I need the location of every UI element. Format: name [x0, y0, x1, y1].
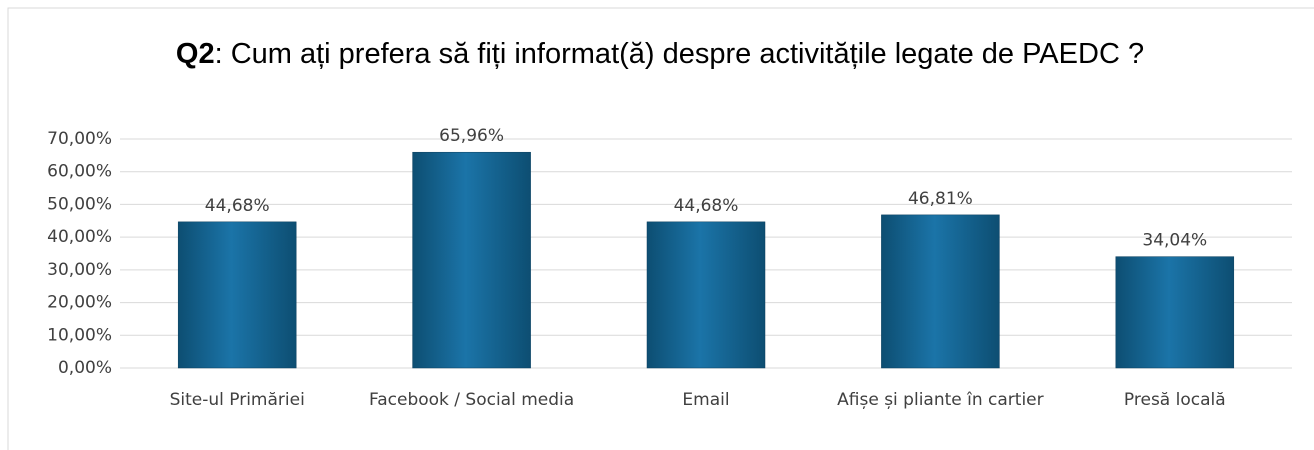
- bar: [646, 221, 766, 369]
- y-tick-label: 70,00%: [47, 129, 112, 149]
- x-tick-label: Site-ul Primăriei: [169, 390, 305, 410]
- title-text: : Cum ați prefera să fiți informat(ă) de…: [214, 38, 1145, 70]
- data-label: 34,04%: [1142, 231, 1207, 251]
- data-label: 65,96%: [439, 126, 504, 146]
- data-label: 44,68%: [674, 196, 739, 216]
- x-tick-label: Afișe și pliante în cartier: [837, 390, 1044, 410]
- bar: [1115, 256, 1235, 369]
- y-tick-label: 0,00%: [58, 358, 112, 378]
- title-bold: Q2: [175, 38, 215, 70]
- y-tick-label: 30,00%: [47, 260, 112, 280]
- chart-border: [7, 7, 1314, 450]
- x-tick-label: Facebook / Social media: [369, 390, 575, 410]
- x-tick-label: Email: [682, 390, 730, 410]
- x-tick-label: Presă locală: [1123, 390, 1226, 410]
- bar: [177, 221, 297, 369]
- y-tick-label: 40,00%: [47, 227, 112, 247]
- y-tick-label: 10,00%: [47, 325, 112, 345]
- y-tick-label: 50,00%: [47, 194, 112, 214]
- data-label: 44,68%: [205, 196, 270, 216]
- chart-title: Q2: Cum ați prefera să fiți informat(ă) …: [160, 38, 1160, 71]
- y-tick-label: 60,00%: [47, 162, 112, 182]
- bar: [412, 151, 531, 369]
- y-tick-label: 20,00%: [47, 293, 112, 313]
- data-label: 46,81%: [908, 189, 973, 209]
- bar: [881, 214, 1000, 369]
